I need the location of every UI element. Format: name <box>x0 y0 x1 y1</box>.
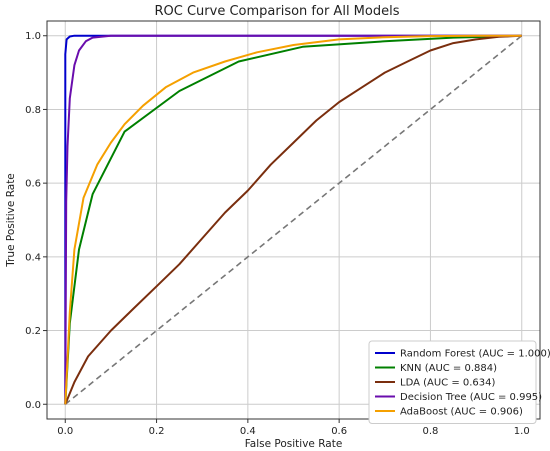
legend-label: Random Forest (AUC = 1.000) <box>400 349 550 360</box>
y-axis-label: True Positive Rate <box>5 173 17 268</box>
legend: Random Forest (AUC = 1.000) KNN (AUC = 0.… <box>368 340 550 424</box>
axis-ticks: 0.0 0.2 0.4 0.6 0.8 1.0 0.0 0.2 0.4 0.6 0.8 1.0 <box>25 31 530 437</box>
x-tick-label: 0.6 <box>331 426 347 437</box>
chart-title: ROC Curve Comparison for All Models <box>155 4 400 19</box>
legend-box <box>368 340 537 424</box>
series-lines <box>64 34 522 405</box>
legend-label: Decision Tree (AUC = 0.995) <box>400 392 542 403</box>
legend-label: KNN (AUC = 0.884) <box>400 363 497 374</box>
x-axis-label: False Positive Rate <box>245 438 343 450</box>
legend-label: LDA (AUC = 0.634) <box>400 378 496 389</box>
x-tick-label: 1.0 <box>514 426 530 437</box>
x-tick-label: 0.8 <box>422 426 438 437</box>
series-line-0 <box>64 34 522 405</box>
x-tick-label: 0.4 <box>240 426 256 437</box>
y-tick-label: 0.8 <box>25 105 41 116</box>
series-line-1 <box>64 34 522 405</box>
y-tick-label: 0.4 <box>25 252 41 263</box>
legend-label: AdaBoost (AUC = 0.906) <box>400 407 523 418</box>
y-tick-label: 1.0 <box>25 31 41 42</box>
chance-diagonal-line <box>64 35 523 405</box>
x-tick-label: 0.0 <box>57 426 73 437</box>
x-tick-label: 0.2 <box>149 426 165 437</box>
plot-area <box>46 20 541 420</box>
series-line-4 <box>64 34 522 405</box>
diagonal-reference <box>64 35 523 405</box>
y-tick-label: 0.6 <box>25 179 41 190</box>
y-tick-label: 0.0 <box>25 400 41 411</box>
series-line-3 <box>64 34 522 405</box>
y-tick-label: 0.2 <box>25 326 41 337</box>
series-line-2 <box>64 34 522 405</box>
